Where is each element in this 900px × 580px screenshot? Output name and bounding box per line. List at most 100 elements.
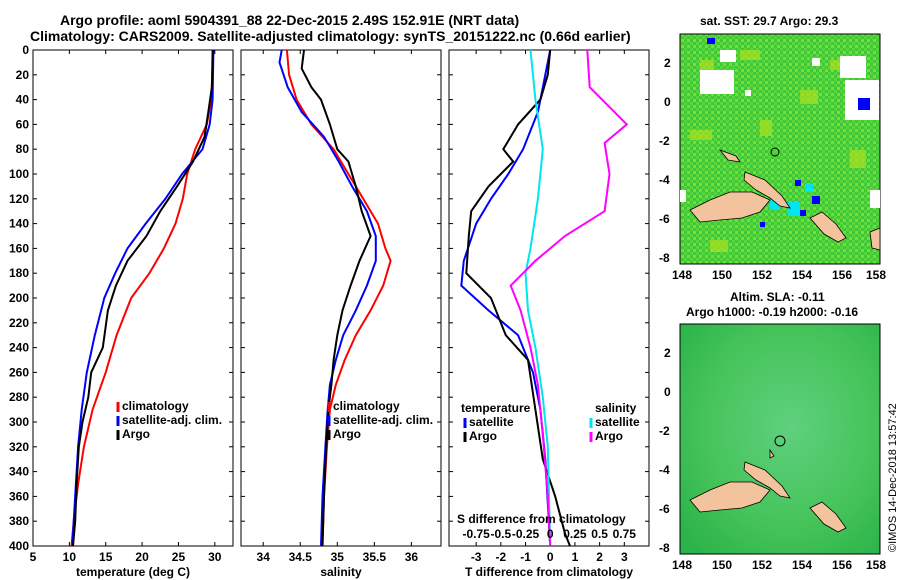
sst-ytick: 0 xyxy=(664,95,671,109)
x-tick-label: 34 xyxy=(257,550,271,564)
sla-xtick: 152 xyxy=(752,558,773,572)
x-axis-label: T difference from climatology xyxy=(465,565,633,579)
sst-ytick: 2 xyxy=(664,56,671,70)
legend-label: Argo xyxy=(122,427,150,441)
y-tick-label: 100 xyxy=(9,167,29,181)
sla-ytick: -6 xyxy=(659,502,670,516)
y-tick-label: 320 xyxy=(9,440,29,454)
sst-ytick: -2 xyxy=(659,134,670,148)
y-tick-label: 400 xyxy=(9,539,29,553)
series-line-temperature-satellite xyxy=(460,49,552,547)
header-title-line2: Climatology: CARS2009. Satellite-adjuste… xyxy=(30,28,631,44)
legend-title: salinity xyxy=(595,401,637,415)
top-axis-label: S difference from climatology xyxy=(457,512,626,526)
x-tick-label: 15 xyxy=(99,550,113,564)
legend-label: Argo xyxy=(595,429,623,443)
sst-xtick: 150 xyxy=(712,268,733,282)
sst-ytick: -8 xyxy=(659,251,670,265)
x-axis-label: salinity xyxy=(320,565,362,579)
sla-ytick: -8 xyxy=(659,541,670,555)
x-tick-label: 3 xyxy=(621,550,628,564)
top-axis-tick-label: 0.25 xyxy=(563,527,587,541)
sla-map-title-line2: Argo h1000: -0.19 h2000: -0.16 xyxy=(686,305,859,319)
sst-ytick: -6 xyxy=(659,212,670,226)
sst-xtick: 152 xyxy=(752,268,773,282)
top-axis-tick-label: -0.25 xyxy=(512,527,540,541)
series-line-argo xyxy=(72,49,214,547)
y-tick-label: 300 xyxy=(9,415,29,429)
header-title-line1: Argo profile: aoml 5904391_88 22-Dec-201… xyxy=(60,12,520,28)
series-line-salinity-argo xyxy=(509,49,629,547)
y-tick-label: 40 xyxy=(16,93,30,107)
x-tick-label: 2 xyxy=(596,550,603,564)
top-axis-tick-label: 0.75 xyxy=(613,527,637,541)
y-tick-label: 20 xyxy=(16,68,30,82)
x-tick-label: 35.5 xyxy=(363,550,387,564)
legend-label: Argo xyxy=(333,427,361,441)
x-tick-label: -3 xyxy=(471,550,482,564)
legend-label: satellite xyxy=(595,415,640,429)
x-tick-label: 25 xyxy=(172,550,186,564)
legend-label: Argo xyxy=(469,429,497,443)
sla-map xyxy=(679,323,881,555)
legend-label: climatology xyxy=(333,399,400,413)
y-tick-label: 80 xyxy=(16,142,30,156)
x-tick-label: 35 xyxy=(331,550,345,564)
x-tick-label: 36 xyxy=(405,550,419,564)
sla-ytick: -2 xyxy=(659,424,670,438)
series-line-climatology xyxy=(70,49,215,547)
x-axis-label: temperature (deg C) xyxy=(76,565,190,579)
top-axis-tick-label: -0.75 xyxy=(462,527,490,541)
y-tick-label: 60 xyxy=(16,117,30,131)
sla-xtick: 154 xyxy=(792,558,813,572)
sst-map xyxy=(679,33,881,265)
sla-ytick: 0 xyxy=(664,385,671,399)
y-tick-label: 380 xyxy=(9,514,29,528)
legend-label: satellite-adj. clim. xyxy=(333,413,433,427)
sla-xtick: 148 xyxy=(672,558,693,572)
top-axis-tick-label: 0.5 xyxy=(591,527,608,541)
top-axis-tick-label: 0 xyxy=(547,527,554,541)
y-tick-label: 260 xyxy=(9,365,29,379)
series-line-salinity-satellite xyxy=(524,49,552,547)
y-tick-label: 340 xyxy=(9,465,29,479)
top-axis-tick-label: -0.5 xyxy=(491,527,512,541)
y-tick-label: 160 xyxy=(9,241,29,255)
x-tick-label: 30 xyxy=(208,550,222,564)
plot-frame xyxy=(32,49,234,547)
sla-map-title-line1: Altim. SLA: -0.11 xyxy=(730,290,825,304)
y-tick-label: 120 xyxy=(9,192,29,206)
y-tick-label: 0 xyxy=(22,43,29,57)
x-tick-label: 1 xyxy=(572,550,579,564)
legend-title: temperature xyxy=(461,401,531,415)
sst-xtick: 154 xyxy=(792,268,813,282)
legend-label: satellite xyxy=(469,415,514,429)
x-tick-label: 10 xyxy=(63,550,77,564)
sst-xtick: 156 xyxy=(832,268,853,282)
x-tick-label: 5 xyxy=(30,550,37,564)
sst-xtick: 158 xyxy=(866,268,887,282)
y-tick-label: 280 xyxy=(9,390,29,404)
sst-ytick: -4 xyxy=(659,173,670,187)
imos-timestamp-label: ©IMOS 14-Dec-2018 13:57:42 xyxy=(887,403,899,552)
sla-xtick: 156 xyxy=(832,558,853,572)
plot-frame xyxy=(240,49,442,547)
x-tick-label: -2 xyxy=(496,550,507,564)
x-tick-label: 0 xyxy=(547,550,554,564)
y-tick-label: 220 xyxy=(9,316,29,330)
legend-label: satellite-adj. clim. xyxy=(122,413,222,427)
y-tick-label: 360 xyxy=(9,489,29,503)
x-tick-label: 20 xyxy=(135,550,149,564)
x-tick-label: -1 xyxy=(520,550,531,564)
y-tick-label: 140 xyxy=(9,217,29,231)
sla-ytick: -4 xyxy=(659,463,670,477)
y-tick-label: 240 xyxy=(9,341,29,355)
x-tick-label: 34.5 xyxy=(289,550,313,564)
legend-label: climatology xyxy=(122,399,189,413)
y-tick-label: 200 xyxy=(9,291,29,305)
sla-xtick: 158 xyxy=(866,558,887,572)
sla-ytick: 2 xyxy=(664,346,671,360)
sst-xtick: 148 xyxy=(672,268,693,282)
